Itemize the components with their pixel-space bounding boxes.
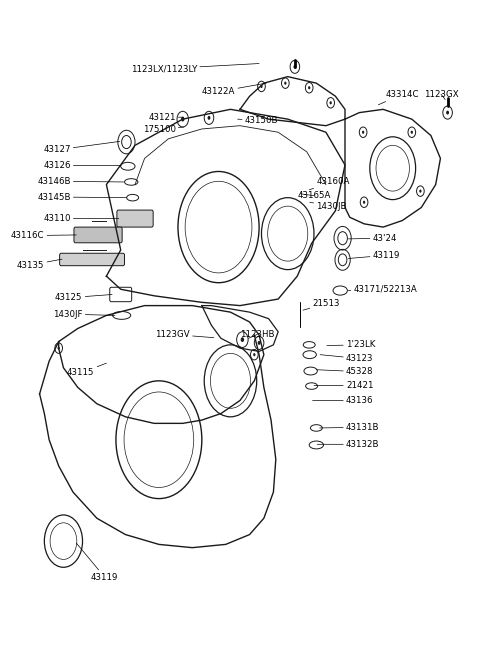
Text: 1123LX/1123LY: 1123LX/1123LY [131,64,259,74]
FancyBboxPatch shape [74,227,122,243]
Text: 1'23LK: 1'23LK [327,340,375,350]
Text: 43314C: 43314C [378,90,419,104]
Text: 43126: 43126 [43,161,120,170]
Text: 1430JB: 1430JB [310,202,347,211]
Text: 43171/52213A: 43171/52213A [348,284,417,293]
Text: 43116C: 43116C [11,231,76,240]
Text: 21421: 21421 [314,381,373,390]
Text: 1430JF: 1430JF [53,309,115,319]
Circle shape [411,131,413,134]
Text: 43123: 43123 [320,354,373,363]
Circle shape [293,65,296,69]
Text: 43135: 43135 [17,259,62,269]
Text: 43160A: 43160A [309,177,350,190]
Text: 1123HB: 1123HB [240,330,275,339]
Circle shape [258,341,261,345]
Text: 43122A: 43122A [202,83,266,96]
Text: 43119: 43119 [348,251,400,260]
Circle shape [308,86,311,89]
Text: 1123GX: 1123GX [424,90,458,99]
Text: 43125: 43125 [55,293,112,302]
Text: 43119: 43119 [76,543,119,581]
Circle shape [58,346,60,350]
Text: 45328: 45328 [316,367,373,376]
Text: 1123GV: 1123GV [155,330,214,339]
Text: 175100: 175100 [143,125,184,134]
Circle shape [260,85,263,88]
Text: 43146B: 43146B [37,177,123,186]
Text: 43121: 43121 [148,113,184,122]
Text: 43115: 43115 [67,363,107,378]
Circle shape [240,337,244,342]
Circle shape [181,117,184,122]
Text: 43110: 43110 [43,214,119,223]
FancyBboxPatch shape [117,210,153,227]
Circle shape [362,131,364,134]
Text: 43165A: 43165A [297,191,331,200]
Circle shape [330,101,332,104]
Text: 43150B: 43150B [238,116,278,125]
Circle shape [363,200,365,204]
Circle shape [207,116,210,120]
Text: 43127: 43127 [43,141,120,154]
FancyBboxPatch shape [60,253,124,265]
Text: 43'24: 43'24 [348,234,397,242]
Text: 21513: 21513 [303,299,340,310]
Circle shape [446,110,449,114]
Circle shape [419,189,421,193]
Text: 43136: 43136 [312,396,373,405]
Text: 43132B: 43132B [317,440,380,449]
Circle shape [284,81,287,85]
Text: 43131B: 43131B [320,423,380,432]
Text: 43145B: 43145B [37,193,126,202]
Circle shape [253,353,255,356]
